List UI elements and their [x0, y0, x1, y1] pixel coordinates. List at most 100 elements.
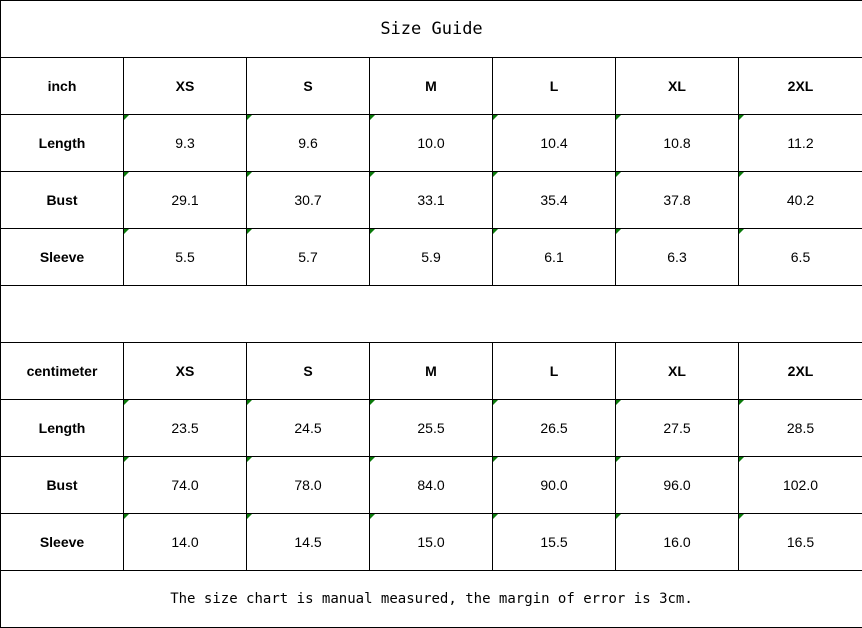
row-label: Length: [0, 114, 124, 172]
number-as-text-indicator-icon: [493, 514, 498, 519]
title-row: Size Guide: [0, 0, 862, 58]
measurement-cell: 10.8: [615, 114, 739, 172]
row-label: Length: [0, 399, 124, 457]
number-as-text-indicator-icon: [370, 172, 375, 177]
cell-value: 14.0: [171, 534, 199, 550]
cell-value: 10.4: [540, 135, 568, 151]
size-header: 2XL: [738, 57, 862, 115]
number-as-text-indicator-icon: [493, 172, 498, 177]
measurement-cell: 33.1: [369, 171, 493, 229]
cell-value: 25.5: [417, 420, 445, 436]
measurement-cell: 23.5: [123, 399, 247, 457]
measurement-cell: 14.5: [246, 513, 370, 571]
cell-value: 35.4: [540, 192, 568, 208]
table-row: Sleeve 14.0 14.5 15.0 15.5 16.0 16.5: [0, 513, 862, 571]
table-row: Bust 29.1 30.7 33.1 35.4 37.8 40.2: [0, 171, 862, 229]
measurement-cell: 9.6: [246, 114, 370, 172]
measurement-cell: 74.0: [123, 456, 247, 514]
row-label: Bust: [0, 456, 124, 514]
measurement-cell: 5.5: [123, 228, 247, 286]
size-header: M: [369, 342, 493, 400]
table-row: Bust 74.0 78.0 84.0 90.0 96.0 102.0: [0, 456, 862, 514]
cell-value: 96.0: [663, 477, 691, 493]
number-as-text-indicator-icon: [493, 115, 498, 120]
number-as-text-indicator-icon: [247, 229, 252, 234]
cell-value: 14.5: [294, 534, 322, 550]
number-as-text-indicator-icon: [124, 115, 129, 120]
measurement-cell: 30.7: [246, 171, 370, 229]
cell-value: 5.5: [175, 249, 195, 265]
number-as-text-indicator-icon: [247, 514, 252, 519]
number-as-text-indicator-icon: [739, 172, 744, 177]
cell-value: 37.8: [663, 192, 691, 208]
cell-value: 5.7: [298, 249, 318, 265]
measurement-cell: 10.0: [369, 114, 493, 172]
cell-value: 5.9: [421, 249, 441, 265]
cell-value: 27.5: [663, 420, 691, 436]
measurement-cell: 15.5: [492, 513, 616, 571]
cell-value: 10.8: [663, 135, 691, 151]
cell-value: 16.5: [786, 534, 815, 550]
table-row: Length 23.5 24.5 25.5 26.5 27.5 28.5: [0, 399, 862, 457]
number-as-text-indicator-icon: [616, 400, 621, 405]
size-header: XS: [123, 342, 247, 400]
cell-value: 29.1: [171, 192, 199, 208]
page-title: Size Guide: [0, 0, 862, 58]
size-header: 2XL: [738, 342, 862, 400]
cell-value: 78.0: [294, 477, 322, 493]
number-as-text-indicator-icon: [124, 172, 129, 177]
size-header: M: [369, 57, 493, 115]
header-row: centimeter XS S M L XL 2XL: [0, 342, 862, 400]
unit-header: inch: [0, 57, 124, 115]
measurement-cell: 78.0: [246, 456, 370, 514]
number-as-text-indicator-icon: [616, 115, 621, 120]
cell-value: 10.0: [417, 135, 445, 151]
cell-value: 33.1: [417, 192, 445, 208]
number-as-text-indicator-icon: [739, 514, 744, 519]
number-as-text-indicator-icon: [493, 400, 498, 405]
cell-value: 26.5: [540, 420, 568, 436]
cell-value: 11.2: [787, 135, 814, 151]
number-as-text-indicator-icon: [124, 229, 129, 234]
measurement-cell: 102.0: [738, 456, 862, 514]
number-as-text-indicator-icon: [739, 115, 744, 120]
cell-value: 9.6: [298, 135, 318, 151]
cell-value: 23.5: [171, 420, 199, 436]
number-as-text-indicator-icon: [124, 400, 129, 405]
measurement-cell: 96.0: [615, 456, 739, 514]
number-as-text-indicator-icon: [370, 115, 375, 120]
row-label: Sleeve: [0, 513, 124, 571]
unit-header: centimeter: [0, 342, 124, 400]
measurement-cell: 14.0: [123, 513, 247, 571]
measurement-cell: 6.3: [615, 228, 739, 286]
cell-value: 40.2: [786, 192, 815, 208]
size-header: S: [246, 57, 370, 115]
number-as-text-indicator-icon: [370, 229, 375, 234]
spacer-row: [0, 285, 862, 343]
measurement-cell: 26.5: [492, 399, 616, 457]
measurement-cell: 16.5: [738, 513, 862, 571]
size-header: L: [492, 57, 616, 115]
row-label: Sleeve: [0, 228, 124, 286]
measurement-cell: 9.3: [123, 114, 247, 172]
measurement-note: The size chart is manual measured, the m…: [0, 570, 862, 628]
cell-value: 15.0: [417, 534, 445, 550]
cell-value: 30.7: [294, 192, 322, 208]
cell-value: 6.3: [667, 249, 687, 265]
cell-value: 74.0: [171, 477, 199, 493]
number-as-text-indicator-icon: [616, 457, 621, 462]
row-label: Bust: [0, 171, 124, 229]
number-as-text-indicator-icon: [124, 457, 129, 462]
measurement-cell: 6.1: [492, 228, 616, 286]
measurement-cell: 25.5: [369, 399, 493, 457]
number-as-text-indicator-icon: [247, 115, 252, 120]
number-as-text-indicator-icon: [124, 514, 129, 519]
header-row: inch XS S M L XL 2XL: [0, 57, 862, 115]
measurement-cell: 27.5: [615, 399, 739, 457]
number-as-text-indicator-icon: [370, 457, 375, 462]
cell-value: 24.5: [294, 420, 322, 436]
cell-value: 6.1: [544, 249, 564, 265]
number-as-text-indicator-icon: [247, 457, 252, 462]
cell-value: 28.5: [786, 420, 815, 436]
number-as-text-indicator-icon: [493, 457, 498, 462]
